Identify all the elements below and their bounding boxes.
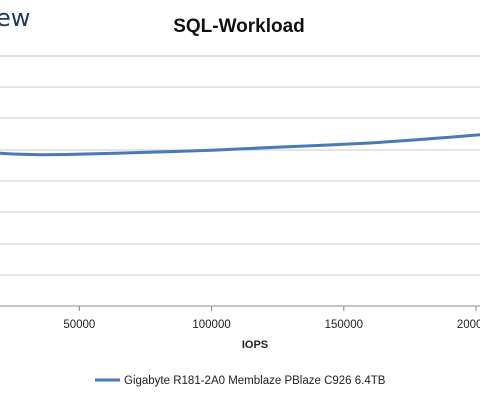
x-tick-label: 50000 xyxy=(63,319,95,331)
legend-label: Gigabyte R181-2A0 Memblaze PBlaze C926 6… xyxy=(124,375,386,387)
series-lines xyxy=(0,133,480,157)
gridlines xyxy=(0,55,480,307)
x-tick-label: 200000 xyxy=(457,319,480,331)
x-tick-labels: 50000 100000 150000 200000 xyxy=(63,306,480,331)
series-line xyxy=(0,133,480,157)
x-axis-label: IOPS xyxy=(242,339,268,351)
logo-text: ew xyxy=(0,4,30,32)
x-tick-label: 150000 xyxy=(325,319,363,331)
x-tick-label: 100000 xyxy=(192,319,230,331)
chart-title: SQL-Workload xyxy=(173,16,305,37)
legend: Gigabyte R181-2A0 Memblaze PBlaze C926 6… xyxy=(95,375,386,387)
